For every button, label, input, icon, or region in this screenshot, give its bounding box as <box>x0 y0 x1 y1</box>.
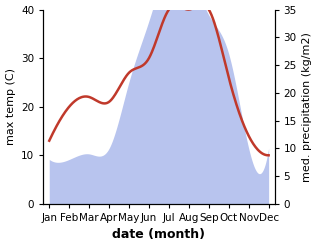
Y-axis label: max temp (C): max temp (C) <box>5 68 16 145</box>
X-axis label: date (month): date (month) <box>113 228 205 242</box>
Y-axis label: med. precipitation (kg/m2): med. precipitation (kg/m2) <box>302 32 313 182</box>
